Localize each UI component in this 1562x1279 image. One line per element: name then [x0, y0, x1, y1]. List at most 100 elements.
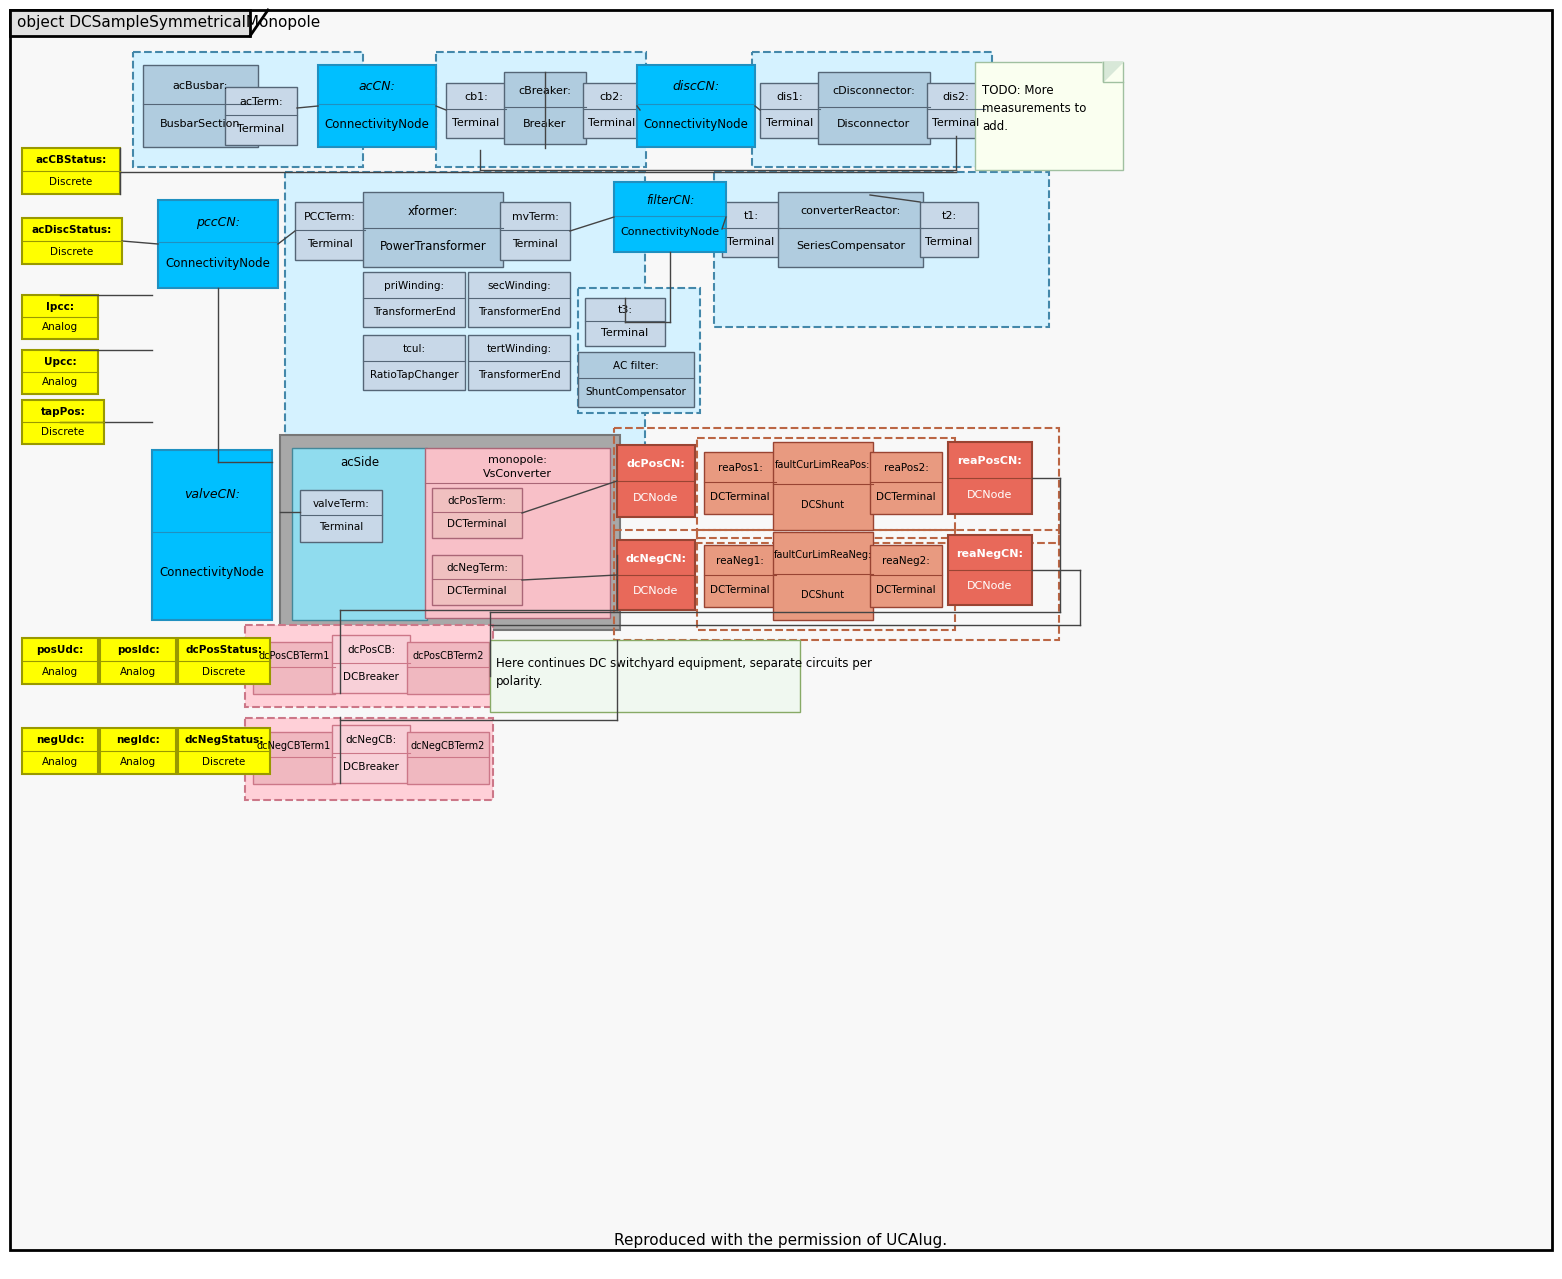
FancyBboxPatch shape — [948, 443, 1032, 514]
Text: ShuntCompensator: ShuntCompensator — [586, 386, 686, 396]
FancyBboxPatch shape — [22, 350, 98, 394]
Text: DCNode: DCNode — [633, 586, 678, 596]
Text: secWinding:: secWinding: — [487, 281, 551, 292]
Text: SeriesCompensator: SeriesCompensator — [797, 240, 904, 251]
FancyBboxPatch shape — [614, 182, 726, 252]
Text: DCTerminal: DCTerminal — [711, 585, 770, 595]
Text: TransformerEnd: TransformerEnd — [373, 307, 455, 317]
FancyBboxPatch shape — [926, 83, 986, 138]
FancyBboxPatch shape — [761, 83, 820, 138]
Text: tertWinding:: tertWinding: — [486, 344, 551, 354]
Text: reaNeg1:: reaNeg1: — [715, 556, 764, 567]
Text: tapPos:: tapPos: — [41, 407, 86, 417]
Text: tcul:: tcul: — [403, 344, 425, 354]
FancyBboxPatch shape — [704, 451, 776, 514]
Text: PowerTransformer: PowerTransformer — [380, 239, 486, 252]
FancyBboxPatch shape — [9, 10, 250, 36]
Text: Terminal: Terminal — [587, 118, 636, 128]
FancyBboxPatch shape — [469, 335, 570, 390]
FancyBboxPatch shape — [433, 489, 522, 538]
Text: dcNegCB:: dcNegCB: — [345, 735, 397, 746]
FancyBboxPatch shape — [22, 295, 98, 339]
Text: dcNegStatus:: dcNegStatus: — [184, 735, 264, 746]
FancyBboxPatch shape — [617, 540, 695, 610]
Text: Discrete: Discrete — [203, 666, 245, 677]
Text: DCShunt: DCShunt — [801, 591, 845, 600]
Text: ConnectivityNode: ConnectivityNode — [620, 228, 720, 238]
FancyBboxPatch shape — [975, 61, 1123, 170]
Text: Analog: Analog — [42, 377, 78, 388]
Text: Terminal: Terminal — [728, 237, 775, 247]
Text: cb2:: cb2: — [600, 92, 623, 102]
Text: Terminal: Terminal — [453, 118, 500, 128]
FancyBboxPatch shape — [362, 272, 465, 327]
Text: DCTerminal: DCTerminal — [447, 586, 506, 596]
Text: acBusbar:: acBusbar: — [173, 82, 228, 91]
FancyBboxPatch shape — [22, 400, 105, 444]
FancyBboxPatch shape — [870, 545, 942, 608]
Text: Terminal: Terminal — [933, 118, 979, 128]
FancyBboxPatch shape — [300, 490, 383, 542]
Text: RatioTapChanger: RatioTapChanger — [370, 370, 458, 380]
Text: xformer:: xformer: — [408, 205, 458, 217]
Text: reaNeg2:: reaNeg2: — [883, 556, 929, 567]
FancyBboxPatch shape — [436, 52, 647, 168]
Text: Terminal: Terminal — [767, 118, 814, 128]
Text: DCNode: DCNode — [967, 581, 1012, 591]
Text: t3:: t3: — [617, 306, 633, 316]
Text: cBreaker:: cBreaker: — [519, 86, 572, 96]
Text: acSide: acSide — [341, 455, 380, 468]
Text: DCTerminal: DCTerminal — [876, 585, 936, 595]
FancyBboxPatch shape — [253, 642, 334, 694]
Text: Ipcc:: Ipcc: — [45, 302, 73, 312]
Text: cDisconnector:: cDisconnector: — [833, 86, 915, 96]
Text: valveCN:: valveCN: — [184, 487, 241, 500]
Text: TransformerEnd: TransformerEnd — [478, 307, 561, 317]
Text: DCShunt: DCShunt — [801, 500, 845, 510]
Text: discCN:: discCN: — [672, 79, 720, 93]
Text: Analog: Analog — [120, 666, 156, 677]
Text: reaPos1:: reaPos1: — [717, 463, 762, 473]
Text: Breaker: Breaker — [523, 119, 567, 129]
FancyBboxPatch shape — [433, 555, 522, 605]
Text: Upcc:: Upcc: — [44, 357, 77, 367]
Text: Terminal: Terminal — [512, 239, 558, 248]
FancyBboxPatch shape — [245, 718, 494, 799]
FancyBboxPatch shape — [292, 448, 426, 620]
Text: dis2:: dis2: — [942, 92, 970, 102]
FancyBboxPatch shape — [773, 532, 873, 620]
FancyBboxPatch shape — [469, 272, 570, 327]
Text: DCBreaker: DCBreaker — [344, 762, 398, 771]
Polygon shape — [1103, 61, 1123, 82]
Text: dis1:: dis1: — [776, 92, 803, 102]
FancyBboxPatch shape — [333, 725, 409, 783]
FancyBboxPatch shape — [617, 445, 695, 517]
Text: Disconnector: Disconnector — [837, 119, 911, 129]
Text: Discrete: Discrete — [50, 177, 92, 187]
Text: acCN:: acCN: — [359, 79, 395, 93]
Text: Terminal: Terminal — [319, 522, 362, 532]
Text: dcPosCB:: dcPosCB: — [347, 645, 395, 655]
Text: object DCSampleSymmetricalMonopole: object DCSampleSymmetricalMonopole — [17, 15, 320, 31]
Text: dcNegCBTerm2: dcNegCBTerm2 — [411, 741, 486, 751]
FancyBboxPatch shape — [245, 625, 494, 707]
FancyBboxPatch shape — [773, 443, 873, 530]
Text: ConnectivityNode: ConnectivityNode — [159, 565, 264, 579]
Text: VsConverter: VsConverter — [483, 469, 551, 480]
Text: DCTerminal: DCTerminal — [876, 491, 936, 501]
Text: dcPosCBTerm1: dcPosCBTerm1 — [258, 651, 330, 660]
FancyBboxPatch shape — [447, 83, 506, 138]
Text: AC filter:: AC filter: — [614, 361, 659, 371]
Text: Reproduced with the permission of UCAIug.: Reproduced with the permission of UCAIug… — [614, 1233, 948, 1247]
FancyBboxPatch shape — [152, 450, 272, 620]
Text: Analog: Analog — [42, 757, 78, 766]
Text: polarity.: polarity. — [497, 675, 544, 688]
Text: dcPosCN:: dcPosCN: — [626, 459, 686, 469]
FancyBboxPatch shape — [22, 728, 98, 774]
Text: TransformerEnd: TransformerEnd — [478, 370, 561, 380]
Text: DCNode: DCNode — [633, 492, 678, 503]
Text: Terminal: Terminal — [237, 124, 284, 134]
FancyBboxPatch shape — [714, 171, 1050, 327]
Text: reaPos2:: reaPos2: — [884, 463, 928, 473]
Text: Terminal: Terminal — [601, 327, 648, 338]
